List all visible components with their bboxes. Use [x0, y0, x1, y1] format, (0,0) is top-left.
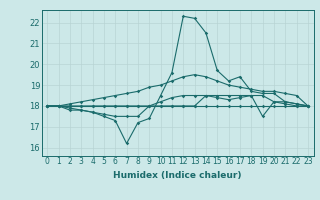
X-axis label: Humidex (Indice chaleur): Humidex (Indice chaleur) — [113, 171, 242, 180]
